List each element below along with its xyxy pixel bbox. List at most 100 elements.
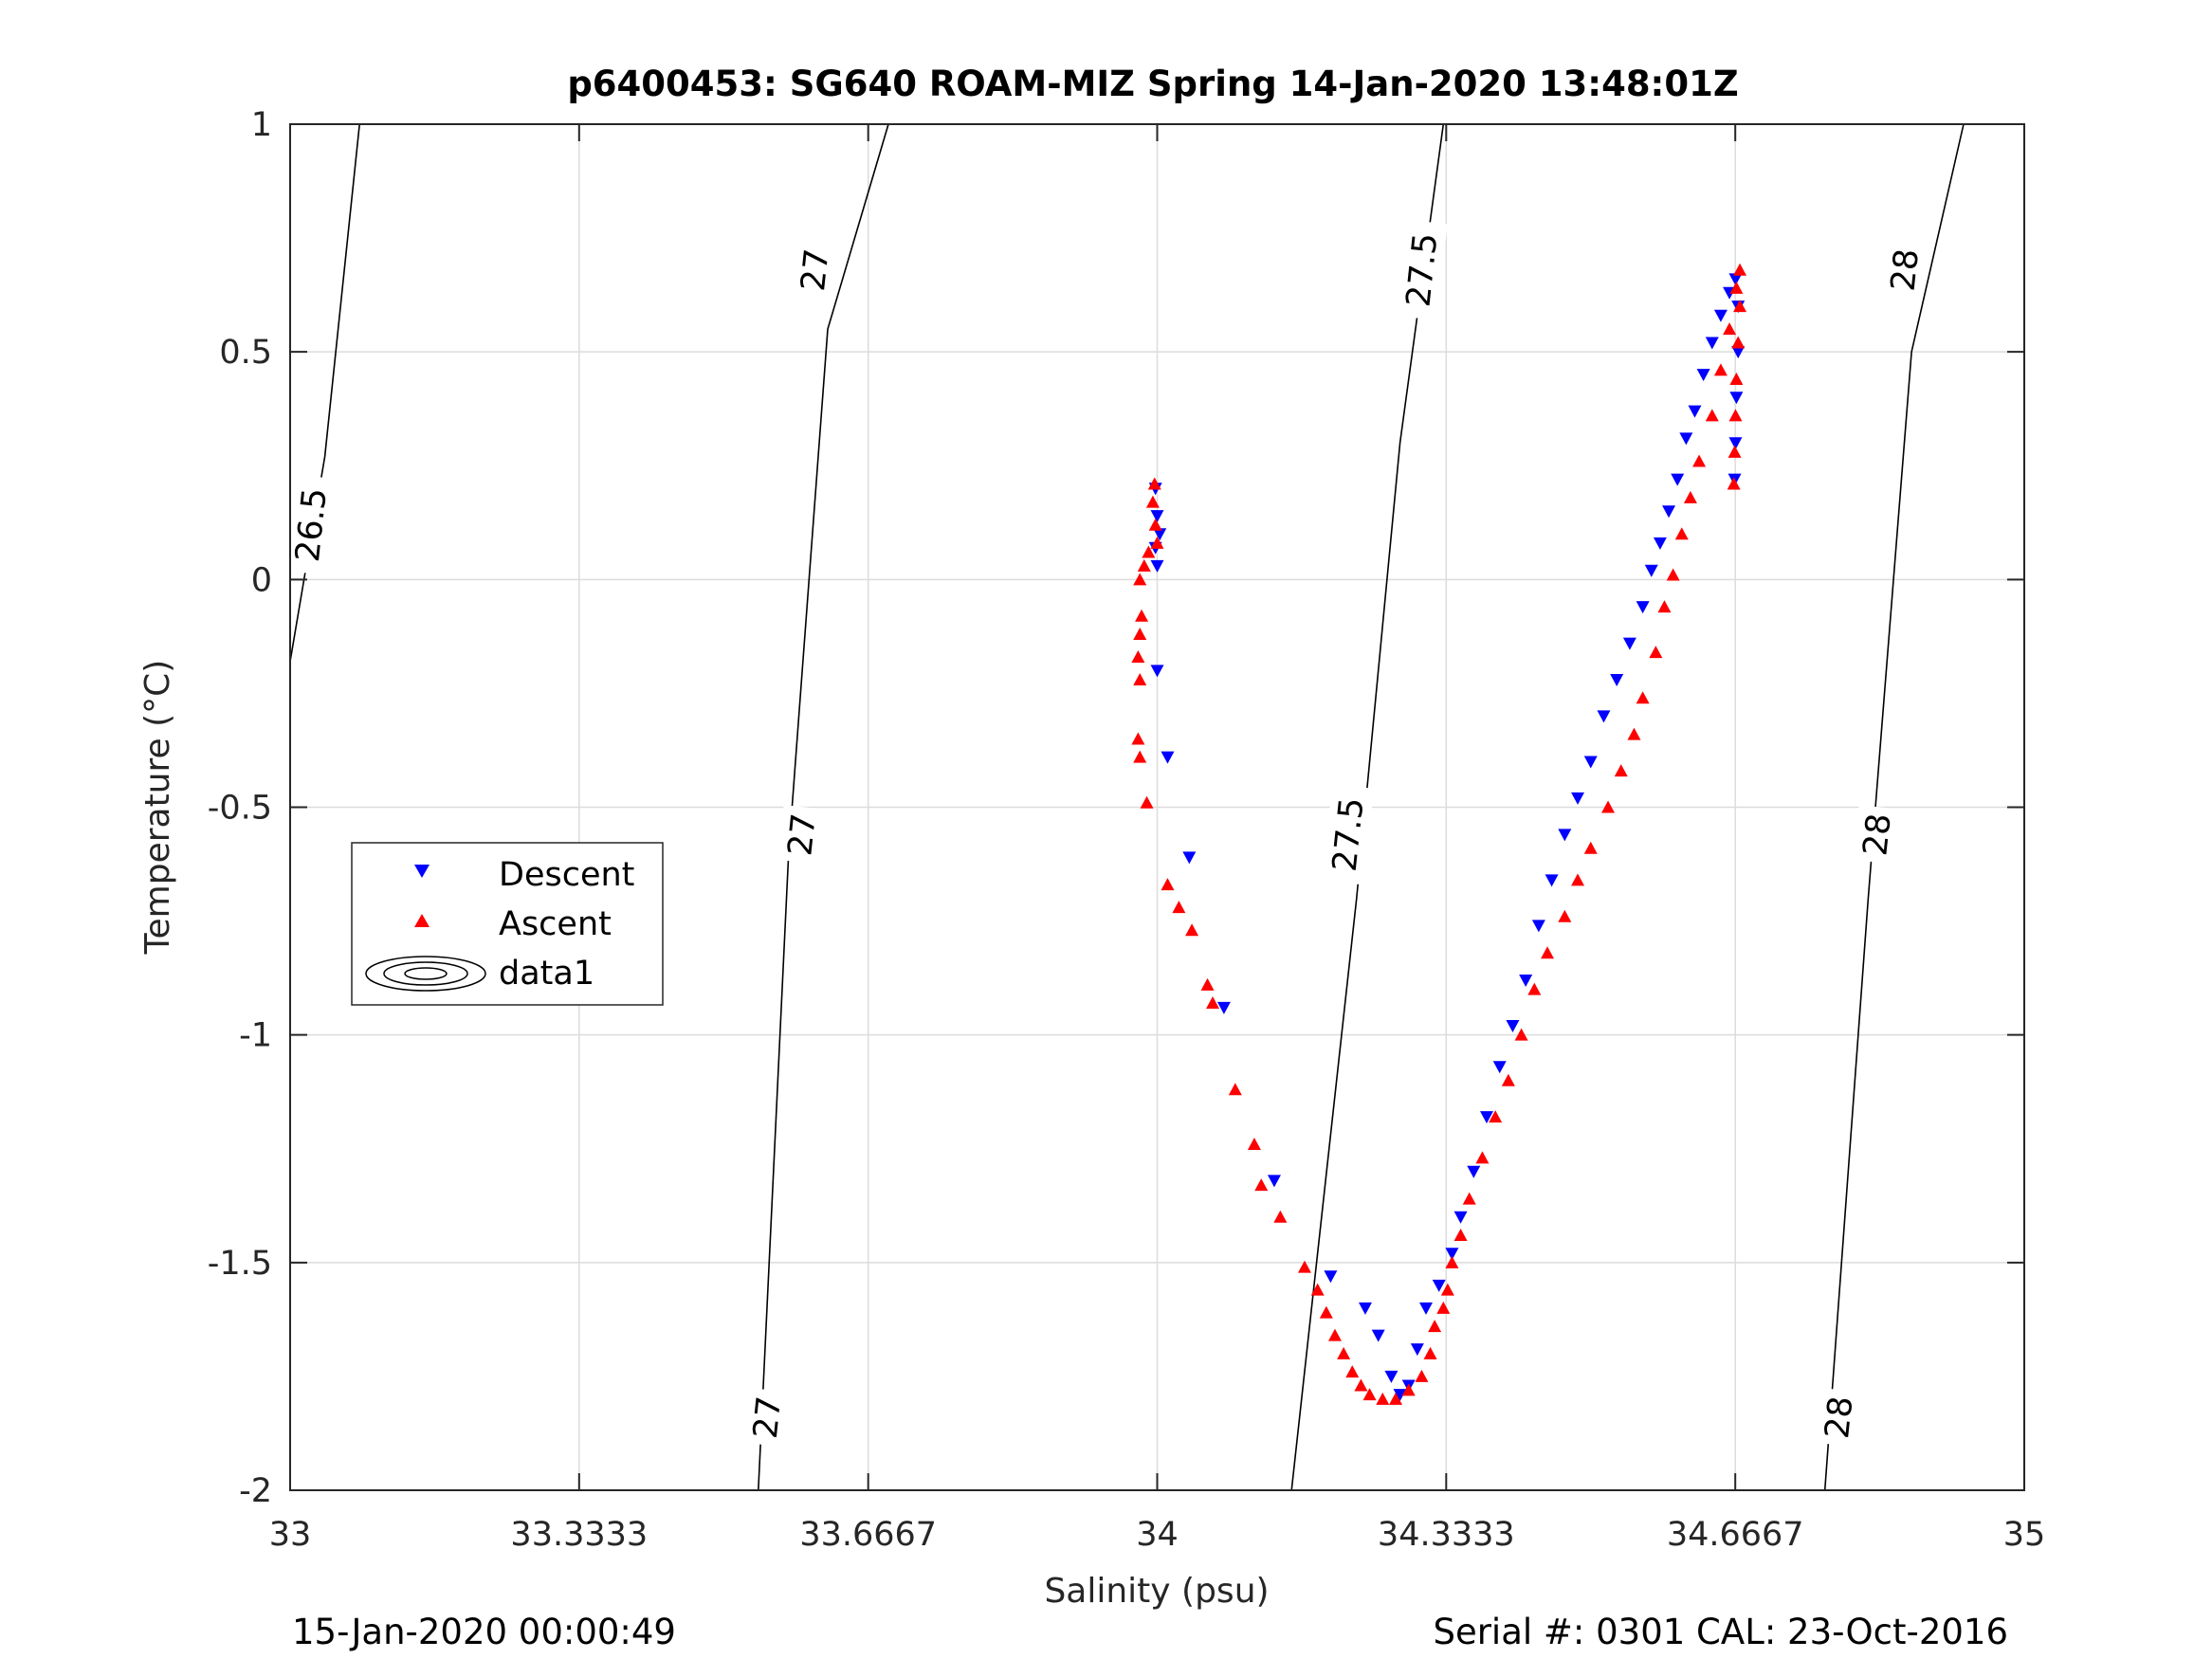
ascent-point: [1135, 609, 1149, 622]
descent-point: [1519, 975, 1533, 988]
descent-point: [1432, 1279, 1446, 1292]
contour-label-text: 28: [1819, 1395, 1860, 1440]
contour-label-text: 27.5: [1326, 796, 1372, 874]
ascent-point: [1228, 1083, 1242, 1096]
descent-point: [1558, 829, 1572, 842]
descent-point: [1531, 920, 1545, 933]
contour-label-bg: [1880, 240, 1929, 300]
chart-title: p6400453: SG640 ROAM-MIZ Spring 14-Jan-2…: [567, 64, 1738, 104]
ascent-point: [1161, 878, 1175, 891]
footer-timestamp: 15-Jan-2020 00:00:49: [292, 1612, 676, 1652]
contour-label-bg: [743, 1388, 791, 1448]
ascent-point: [1142, 545, 1156, 558]
ascent-point: [1148, 518, 1162, 531]
descent-point: [1150, 559, 1164, 573]
ascent-point: [1489, 1110, 1503, 1123]
ascent-point: [1692, 454, 1707, 467]
ascent-point: [1501, 1073, 1515, 1086]
descent-point: [1728, 437, 1743, 450]
ascent-point: [1428, 1320, 1442, 1333]
ascent-point: [1133, 750, 1147, 763]
ascent-point: [1206, 996, 1220, 1010]
contour-label-bg: [1815, 1388, 1863, 1448]
ascent-point: [1462, 1192, 1476, 1205]
ascent-point: [1733, 263, 1747, 276]
descent-point: [1705, 337, 1719, 350]
x-axis-label: Salinity (psu): [1044, 1572, 1269, 1611]
ascent-point: [1440, 1283, 1454, 1296]
descent-point: [1418, 1302, 1433, 1315]
legend: Descent Ascent data1: [351, 842, 664, 1006]
contour-label-text: 27: [795, 247, 836, 293]
descent-point: [1453, 1211, 1468, 1224]
contour-label-text: 27: [781, 811, 823, 857]
descent-point: [1480, 1111, 1494, 1124]
y-tick-label: -1: [239, 1017, 272, 1055]
descent-point: [1545, 874, 1559, 887]
legend-box: [351, 842, 664, 1006]
ascent-point: [1728, 445, 1742, 458]
ascent-point: [1558, 909, 1572, 922]
contour-label-text: 28: [1856, 811, 1898, 857]
ascent-point: [1666, 568, 1680, 581]
isopycnal-27: [758, 123, 889, 1491]
x-tick-label: 34.6667: [1667, 1516, 1804, 1554]
ascent-point: [1649, 646, 1663, 659]
contour-label-bg: [284, 474, 338, 575]
descent-point: [1713, 309, 1728, 322]
contour-label-bg: [791, 240, 839, 300]
ascent-point: [1376, 1392, 1390, 1405]
contour-label-text: 26.5: [289, 486, 335, 564]
ascent-point: [1354, 1378, 1368, 1392]
descent-point: [1610, 674, 1624, 687]
ascent-point: [1627, 727, 1641, 740]
ascent-point: [1445, 1255, 1459, 1268]
contour-label: 27: [791, 240, 839, 300]
descent-point: [1662, 505, 1676, 519]
contour-label: 27: [777, 805, 826, 865]
descent-point: [1622, 637, 1636, 650]
y-tick-label: -1.5: [208, 1245, 272, 1283]
descent-point: [1384, 1370, 1398, 1383]
ascent-point: [1137, 558, 1151, 572]
ascent-point: [1733, 300, 1747, 313]
descent-point: [1267, 1175, 1281, 1188]
descent-point: [1410, 1343, 1424, 1357]
ascent-point: [1172, 901, 1186, 914]
descent-point: [1150, 510, 1164, 523]
ascent-point: [1636, 691, 1650, 704]
descent-point: [1571, 792, 1585, 805]
contour-label-text: 27: [747, 1395, 789, 1440]
descent-point: [1153, 528, 1167, 541]
ascent-point: [1388, 1392, 1402, 1405]
ascent-point: [1337, 1346, 1351, 1359]
ascent-point: [1131, 649, 1145, 663]
density-contours: 26.5 27 28 27.5 27 27 27.5 28 28: [284, 123, 1965, 1491]
descent-point: [1696, 369, 1710, 382]
ascent-point: [1527, 982, 1542, 995]
ascent-point: [1140, 795, 1154, 809]
contour-label: 27.5: [1396, 219, 1448, 320]
footer-serial-cal: Serial #: 0301 CAL: 23-Oct-2016: [1433, 1612, 2008, 1652]
legend-ascent-marker: [414, 914, 430, 927]
ascent-point: [1273, 1210, 1288, 1223]
descent-point: [1729, 392, 1744, 405]
descent-point: [1445, 1248, 1459, 1261]
ascent-point: [1727, 477, 1741, 490]
ascent-point: [1362, 1388, 1377, 1401]
ascent-point: [1423, 1346, 1437, 1359]
ascent-point: [1310, 1283, 1325, 1296]
contour-label-bg: [1853, 805, 1901, 865]
isopycnal-28: [1823, 123, 1965, 1491]
ascent-point: [1147, 477, 1161, 490]
ascent-point: [1571, 873, 1585, 886]
ascent-point: [1728, 409, 1743, 422]
ascent-point: [1401, 1383, 1416, 1396]
x-tick-label: 34.3333: [1378, 1516, 1515, 1554]
ascent-point: [1345, 1365, 1360, 1378]
ascent-point: [1415, 1369, 1429, 1382]
legend-data1-label: data1: [499, 955, 594, 993]
ascent-point: [1583, 841, 1598, 854]
contour-label: 28: [1880, 240, 1929, 300]
